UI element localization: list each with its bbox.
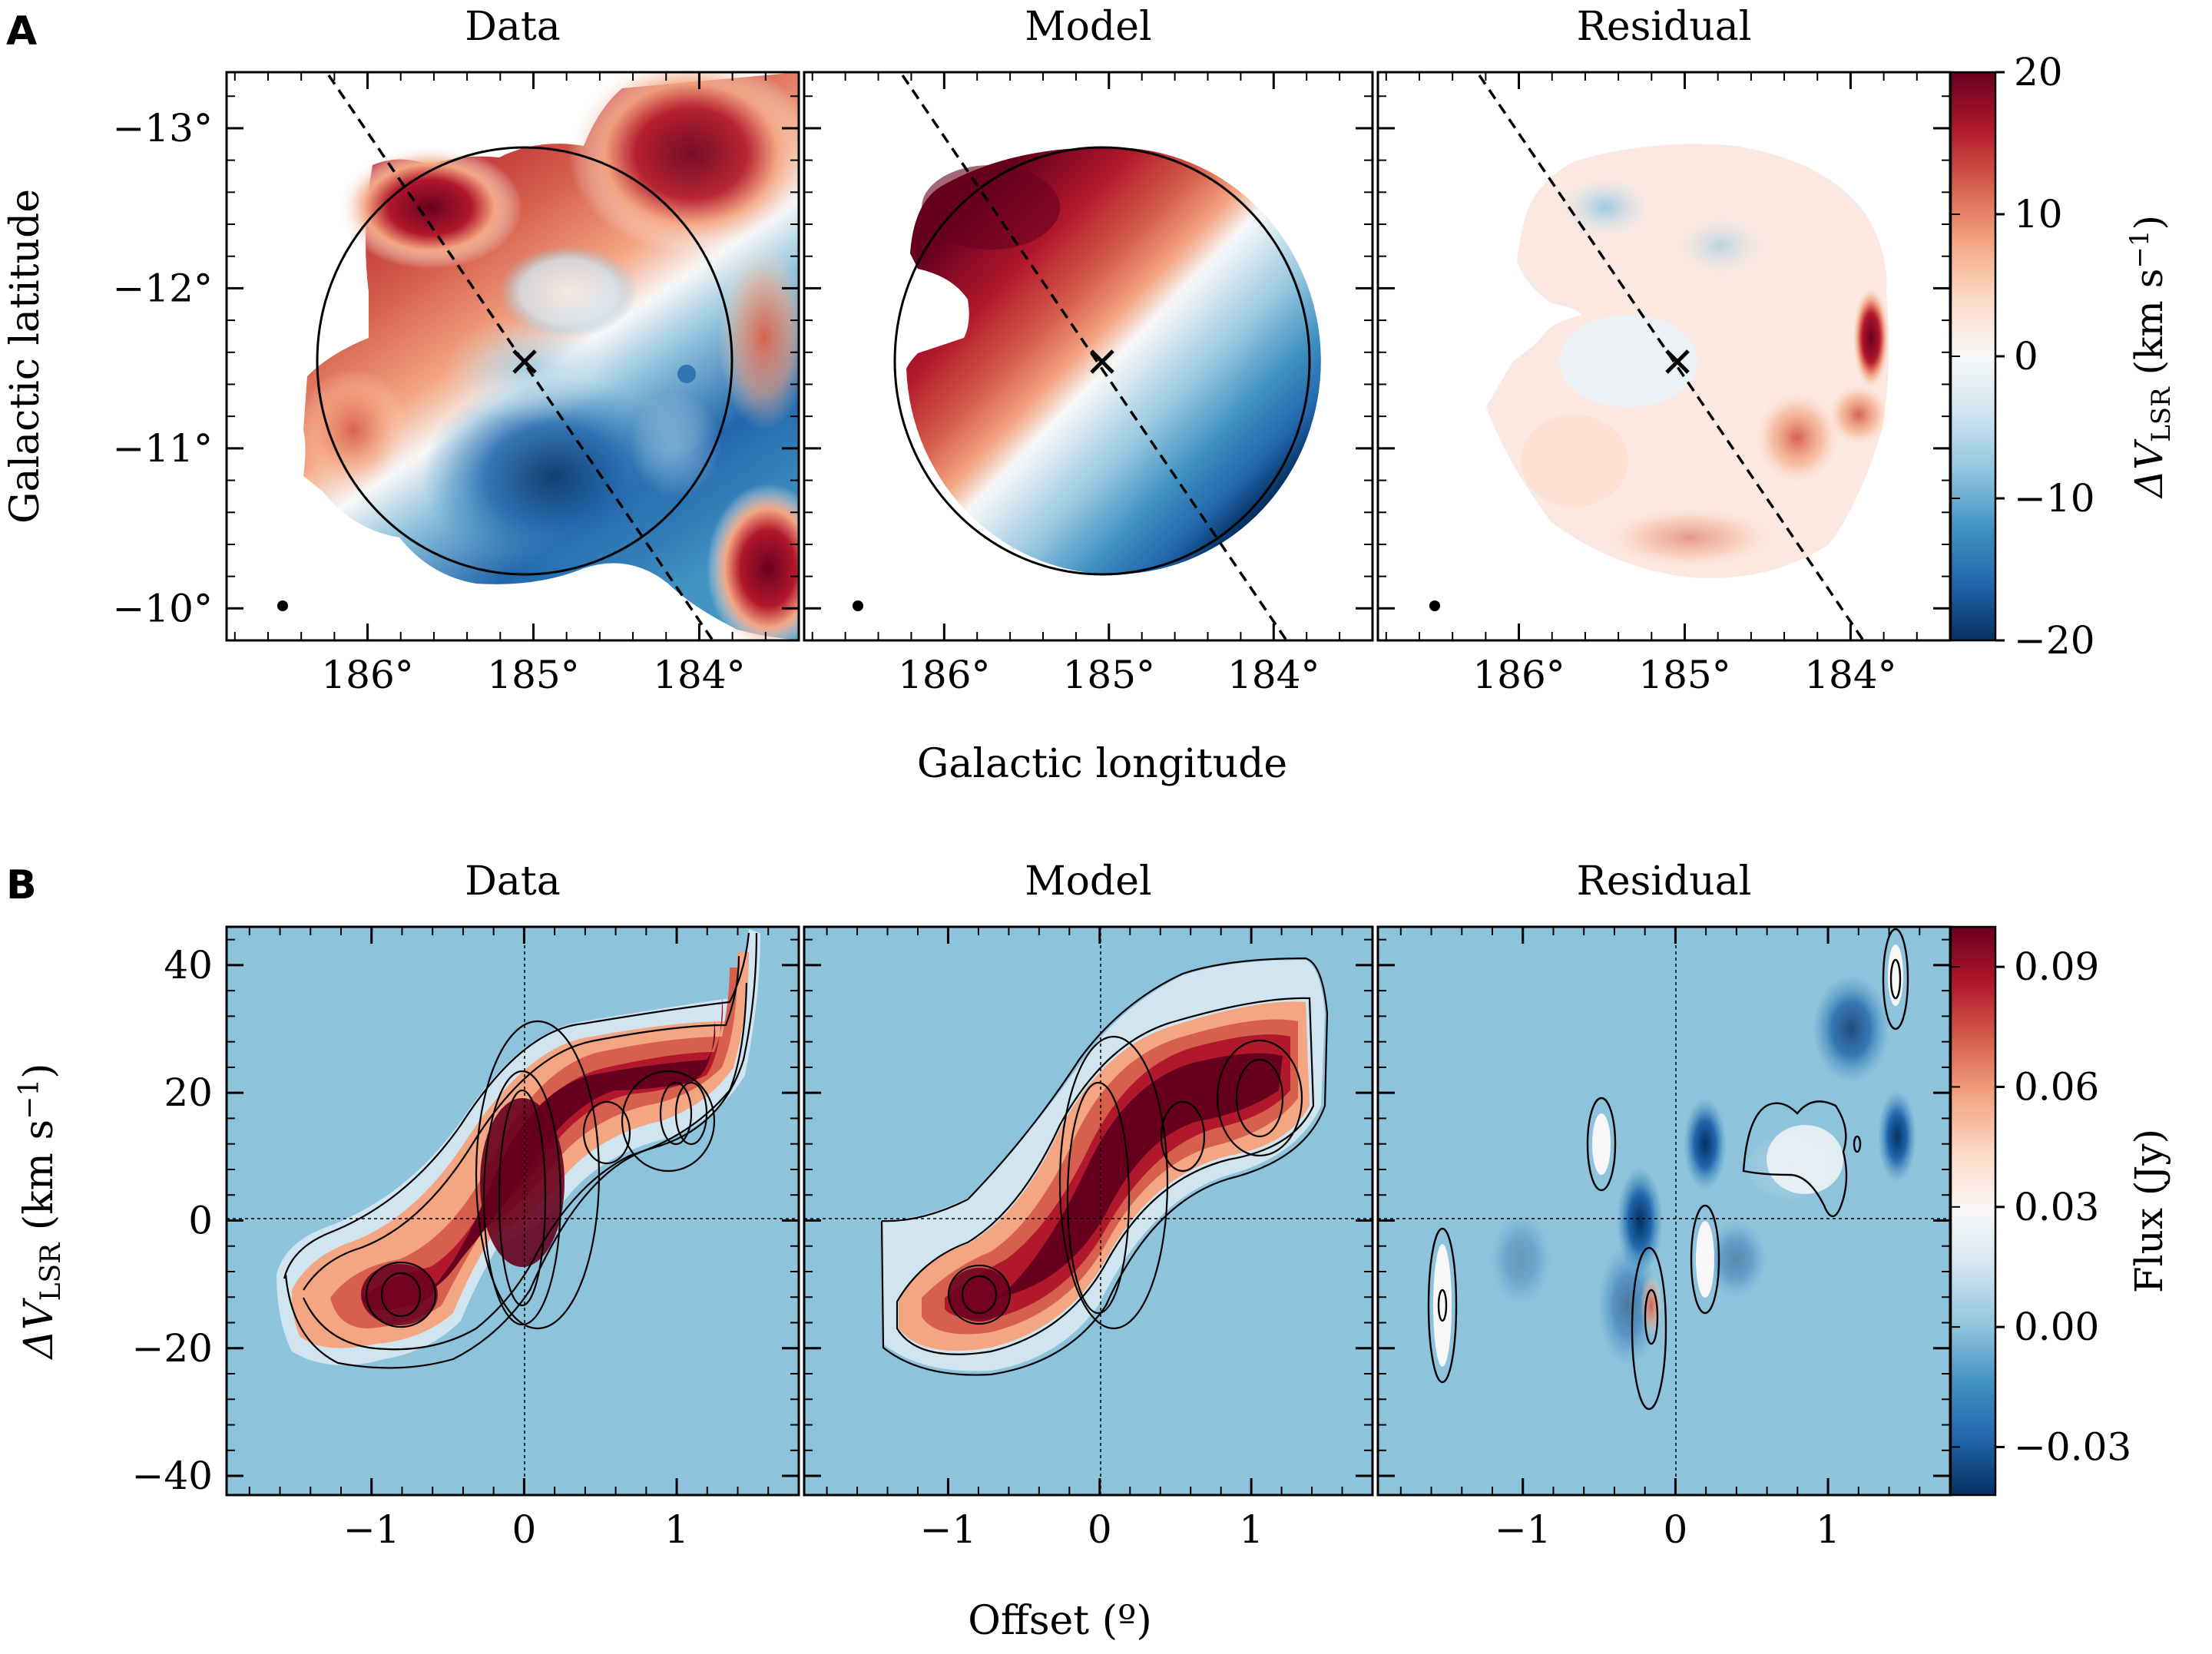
y-tick-label: −10° — [112, 586, 213, 630]
x-tick-label: 184° — [1227, 653, 1320, 697]
panel-title-residual: Residual — [1577, 4, 1752, 50]
axes-frame — [803, 71, 1374, 642]
panel-a-titles: Data Model Residual — [465, 4, 1751, 50]
y-tick-label: −12° — [112, 266, 213, 310]
y-tick-label: 0 — [188, 1198, 213, 1242]
x-tick-label: 0 — [1663, 1507, 1687, 1552]
panel-a-axes: 186° 185° 184° −13° −12° −11° −10° 186° 185° 184°… — [112, 71, 1952, 697]
panel-a-x-label: Galactic longitude — [917, 741, 1287, 787]
panel-b-y-label: ΔVLSR (km s−1) — [14, 1063, 67, 1360]
panel-a-letter: A — [6, 8, 37, 55]
colorbar-tick-label: 0.06 — [2014, 1064, 2099, 1109]
y-tick-label: −20 — [131, 1326, 213, 1371]
x-tick-label: 186° — [898, 653, 990, 697]
panel-title-data: Data — [465, 858, 561, 905]
panel-b-model-pv — [804, 927, 1373, 1495]
panel-b-colorbar-label: Flux (Jy) — [2127, 1129, 2171, 1293]
colorbar-tick-label: −20 — [2014, 618, 2095, 663]
axes-frame — [803, 925, 1374, 1497]
colorbar-tick-label: 0.00 — [2014, 1305, 2099, 1349]
colorbar-tick-label: −0.03 — [2014, 1424, 2131, 1469]
axes-frame — [225, 71, 800, 642]
x-tick-label: 185° — [487, 653, 579, 697]
x-tick-label: 185° — [1638, 653, 1730, 697]
y-tick-label: −11° — [112, 426, 213, 471]
panel-a-model-map — [853, 74, 1321, 640]
panel-a-colorbar-ticks: 20 10 0 −10 −20 — [1951, 50, 2095, 663]
panel-b-residual-pv — [1378, 927, 1950, 1495]
panel-title-residual: Residual — [1577, 858, 1752, 905]
x-tick-label: 1 — [664, 1507, 689, 1552]
x-tick-label: 185° — [1063, 653, 1155, 697]
panel-b-letter: B — [6, 862, 37, 908]
x-tick-label: 186° — [321, 653, 413, 697]
panel-b-axes: −1 0 1 40 20 0 −20 −40 −1 0 1 −1 0 1 — [131, 925, 1952, 1552]
panel-b-data-pv — [227, 927, 799, 1495]
axes-frame — [225, 925, 800, 1497]
panel-title-model: Model — [1025, 4, 1151, 50]
x-tick-label: −1 — [1495, 1507, 1551, 1552]
panel-b-x-label: Offset (º) — [968, 1598, 1151, 1644]
x-tick-label: 184° — [1804, 653, 1896, 697]
colorbar-tick-label: −10 — [2014, 476, 2095, 521]
y-tick-label: −13° — [112, 106, 213, 151]
colorbar-tick-label: 20 — [2014, 50, 2063, 94]
x-tick-label: −1 — [920, 1507, 977, 1552]
panel-title-data: Data — [465, 4, 561, 50]
panel-a-data-map — [277, 72, 799, 640]
x-tick-label: 0 — [512, 1507, 536, 1552]
y-tick-label: −40 — [131, 1454, 213, 1498]
y-tick-label: 40 — [164, 943, 213, 987]
y-tick-label: 20 — [164, 1070, 213, 1115]
panel-a-colorbar-label: ΔVLSR (km s−1) — [2124, 215, 2177, 499]
x-tick-label: 184° — [653, 653, 745, 697]
x-tick-label: 186° — [1472, 653, 1565, 697]
panel-b-colorbar-ticks: 0.09 0.06 0.03 0.00 −0.03 — [1951, 944, 2131, 1469]
x-tick-label: 1 — [1239, 1507, 1263, 1552]
colorbar-tick-label: 0.09 — [2014, 944, 2099, 989]
panel-b-colorbar — [1949, 925, 1997, 1497]
panel-a-residual-map — [1429, 74, 1890, 640]
x-tick-label: −1 — [343, 1507, 400, 1552]
panel-a-y-label: Galactic latitude — [2, 189, 48, 524]
colorbar-tick-label: 0 — [2014, 334, 2038, 379]
panel-b-titles: Data Model Residual — [465, 858, 1751, 905]
colorbar-tick-label: 0.03 — [2014, 1185, 2099, 1229]
panel-title-model: Model — [1025, 858, 1151, 905]
x-tick-label: 1 — [1816, 1507, 1840, 1552]
x-tick-label: 0 — [1088, 1507, 1112, 1552]
colorbar-tick-label: 10 — [2014, 192, 2063, 237]
